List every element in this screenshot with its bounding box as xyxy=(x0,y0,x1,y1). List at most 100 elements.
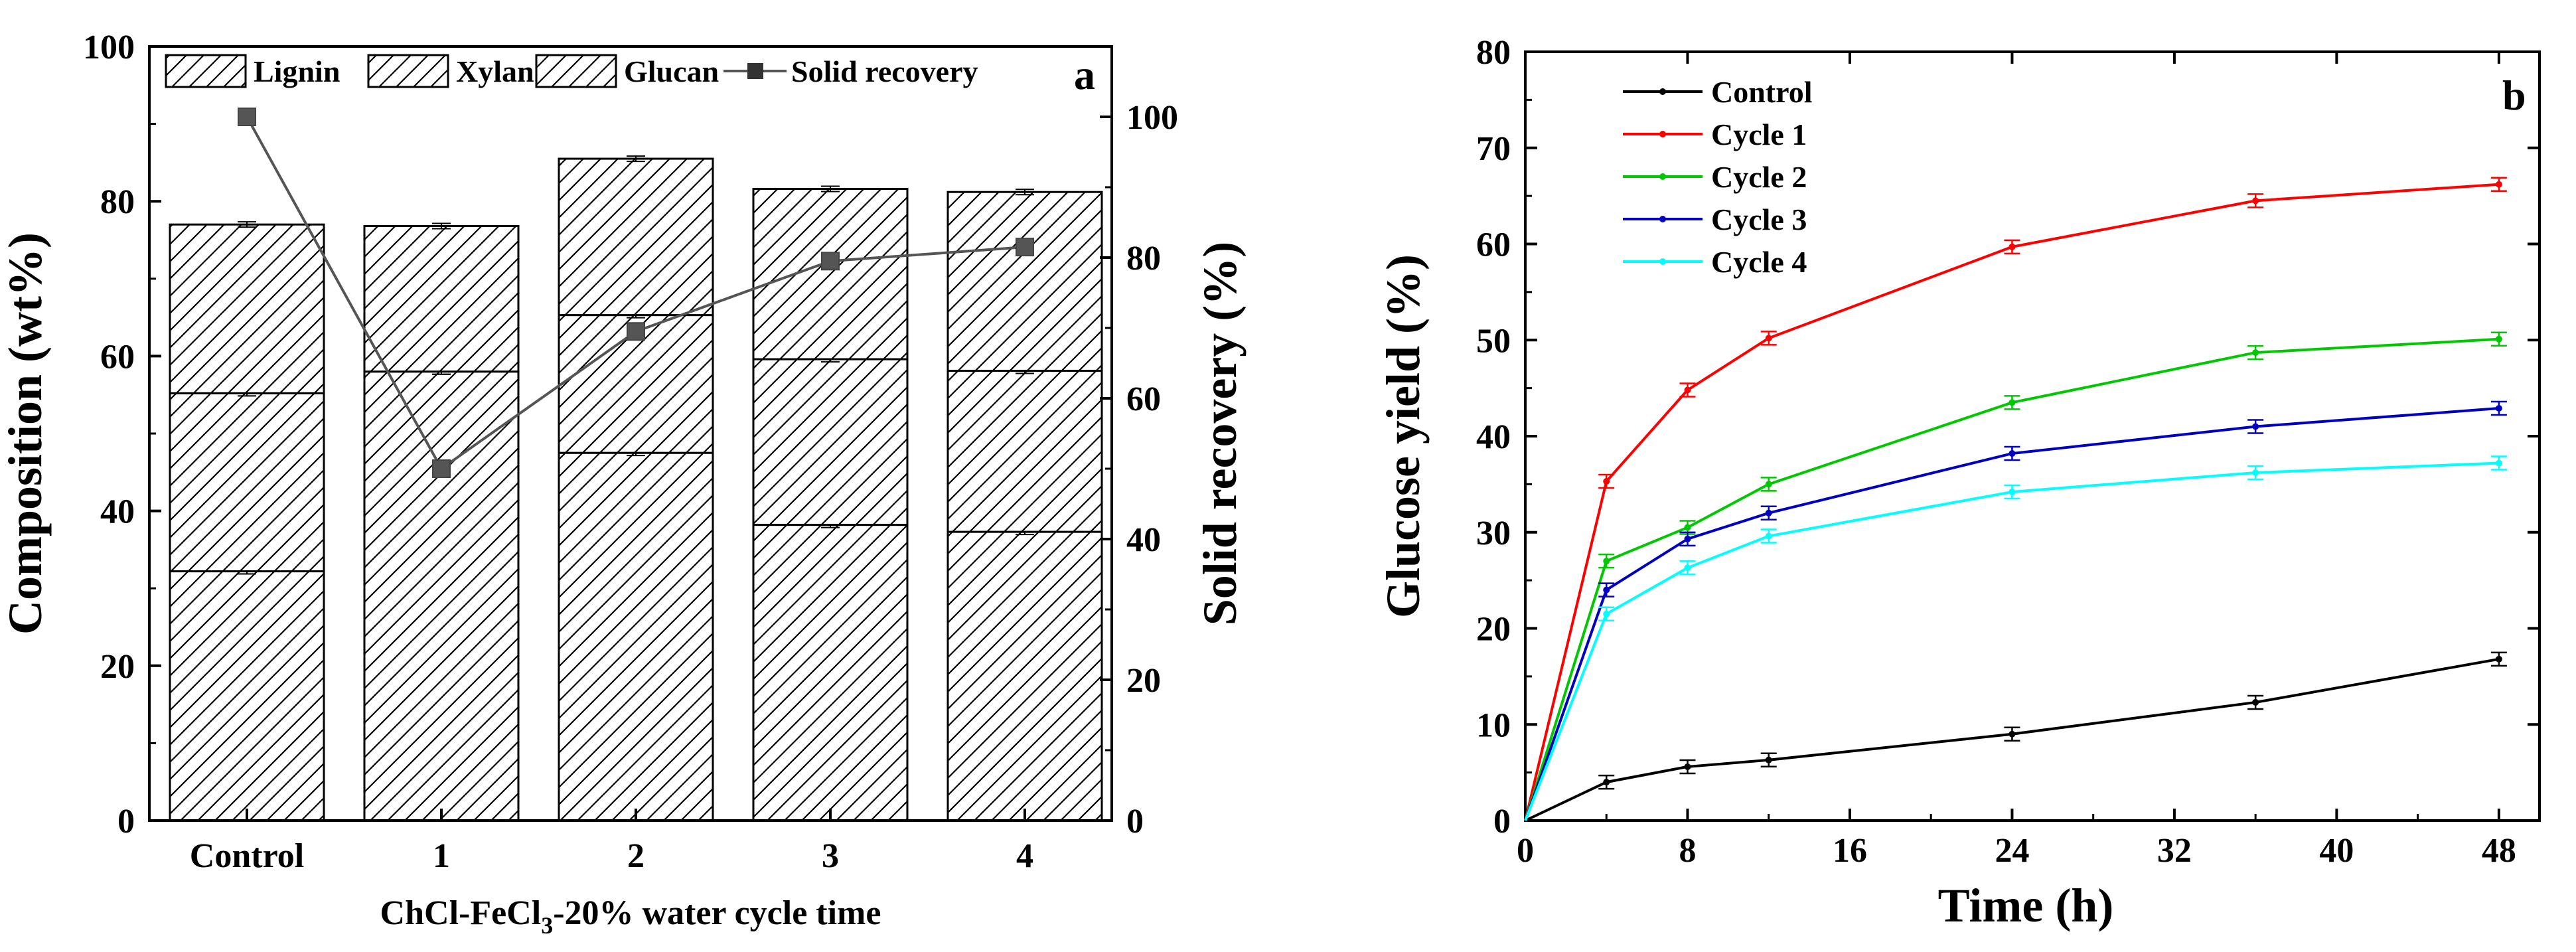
plot-frame-b xyxy=(1524,50,2541,822)
legend-label: Cycle 2 xyxy=(1711,160,1807,194)
error-bar xyxy=(432,222,451,230)
legend-label: Control xyxy=(1711,75,1813,109)
y-tick-label: 70 xyxy=(1476,130,1511,168)
point-control xyxy=(2008,730,2016,738)
point-cycle-2 xyxy=(1603,558,1610,565)
y-tick-label: 60 xyxy=(100,338,135,376)
bar-glucan-4 xyxy=(947,530,1103,822)
point-cycle-3 xyxy=(1684,535,1691,542)
legend-label: Cycle 1 xyxy=(1711,118,1807,151)
x-tick-label: 16 xyxy=(1833,832,1867,870)
point-cycle-1 xyxy=(2495,181,2502,188)
legend-marker-cycle-4 xyxy=(1659,258,1666,265)
x-tick-label: 1 xyxy=(433,837,450,875)
y-axis-label: Glucose yield (%) xyxy=(1377,254,1430,618)
bar-glucan-1 xyxy=(363,370,520,822)
point-cycle-1 xyxy=(1765,335,1772,342)
y-tick-label: 0 xyxy=(117,803,135,840)
panel-a-chart: 0 20 40 60 80 100 0 20 40 60 80 100 Control 1 2 3 4 Compo… xyxy=(0,29,1247,939)
line-cycle-4 xyxy=(1524,461,2499,821)
legend-marker-cycle-3 xyxy=(1659,216,1666,222)
point-cycle-3 xyxy=(2008,450,2016,457)
x-tick-label: 0 xyxy=(1517,832,1534,870)
point-cycle-1 xyxy=(2008,243,2016,250)
point-cycle-3 xyxy=(2252,423,2259,430)
point-cycle-4 xyxy=(1684,564,1691,572)
legend-label: Xylan xyxy=(456,54,534,88)
panel-b-chart: 0 10 20 30 40 50 60 70 80 0 8 16 24 32 40 48 Control Cycl… xyxy=(1377,34,2541,932)
legend-swatch-1 xyxy=(367,54,449,88)
error-bar xyxy=(1016,189,1034,196)
y-tick-label: 50 xyxy=(1476,322,1511,360)
point-cycle-4 xyxy=(2495,459,2502,467)
x-tick-label: 3 xyxy=(822,837,839,875)
y-tick-label: 20 xyxy=(100,648,135,686)
x-axis-label: ChCl-FeCl3-20% water cycle time xyxy=(380,894,881,939)
bar-glucan-3 xyxy=(752,524,909,822)
x-tick-label: 48 xyxy=(2482,832,2516,870)
legend-marker-cycle-1 xyxy=(1659,131,1666,137)
point-cycle-1 xyxy=(1603,478,1610,485)
point-control xyxy=(1684,763,1691,770)
y2-tick-label: 20 xyxy=(1126,662,1161,700)
point-cycle-4 xyxy=(1765,532,1772,540)
error-bar xyxy=(627,155,645,163)
point-cycle-4 xyxy=(2008,488,2016,495)
legend-label: Cycle 4 xyxy=(1711,245,1807,279)
point-cycle-3 xyxy=(1603,586,1610,594)
bar-lignin-3 xyxy=(752,188,909,360)
legend-marker-cycle-2 xyxy=(1659,173,1666,180)
y-tick-label: 30 xyxy=(1476,515,1511,552)
x-tick-label: 8 xyxy=(1679,832,1696,870)
x-tick-label: Control xyxy=(190,837,304,875)
x-tick-label: 32 xyxy=(2157,832,2192,870)
y-tick-label: 80 xyxy=(100,183,135,221)
y2-axis-label: Solid recovery (%) xyxy=(1193,242,1247,626)
solid-recovery-point xyxy=(238,108,256,126)
y-tick-label: 60 xyxy=(1476,226,1511,264)
line-cycle-1 xyxy=(1524,183,2500,821)
solid-recovery-point xyxy=(821,252,840,271)
y2-tick-label: 40 xyxy=(1126,521,1161,559)
point-cycle-2 xyxy=(2495,335,2502,343)
y-tick-label: 10 xyxy=(1476,706,1511,744)
point-control xyxy=(1603,779,1610,786)
y-tick-label: 100 xyxy=(83,29,135,66)
point-cycle-3 xyxy=(2495,405,2502,412)
point-cycle-2 xyxy=(1765,481,1772,488)
y-tick-label: 40 xyxy=(100,493,135,531)
legend-marker-control xyxy=(1659,88,1666,95)
bar-lignin-control xyxy=(169,223,325,394)
y2-tick-label: 100 xyxy=(1126,99,1178,137)
x-tick-label: 40 xyxy=(2319,832,2354,870)
point-cycle-3 xyxy=(1765,509,1772,516)
bar-xylan-control xyxy=(169,392,325,573)
legend-swatch-0 xyxy=(165,54,247,88)
legend-label: Lignin xyxy=(254,54,340,88)
panel-label-a: a xyxy=(1074,51,1095,98)
y-tick-label: 0 xyxy=(1493,803,1511,840)
bar-glucan-2 xyxy=(558,451,714,822)
y2-tick-label: 60 xyxy=(1126,380,1161,418)
legend-label: Solid recovery xyxy=(791,54,978,88)
y-axis-label: Composition (wt%) xyxy=(0,232,52,635)
bar-lignin-2 xyxy=(558,157,714,317)
point-cycle-1 xyxy=(2252,197,2259,204)
y-tick-label: 20 xyxy=(1476,611,1511,649)
bar-xylan-3 xyxy=(752,358,909,526)
error-bar xyxy=(238,221,256,228)
y-tick-label: 40 xyxy=(1476,418,1511,456)
solid-recovery-point xyxy=(1016,238,1034,257)
legend-label: Glucan xyxy=(624,54,719,88)
point-cycle-4 xyxy=(2252,469,2259,477)
point-cycle-4 xyxy=(1603,610,1610,617)
solid-recovery-point xyxy=(432,459,451,478)
point-cycle-1 xyxy=(1684,386,1691,394)
legend-swatch-2 xyxy=(535,54,617,88)
point-cycle-2 xyxy=(2252,349,2259,357)
x-tick-label: 4 xyxy=(1016,837,1033,875)
y-tick-label: 80 xyxy=(1476,34,1511,72)
x-tick-label: 24 xyxy=(1995,832,2029,870)
bar-xylan-4 xyxy=(947,370,1103,533)
